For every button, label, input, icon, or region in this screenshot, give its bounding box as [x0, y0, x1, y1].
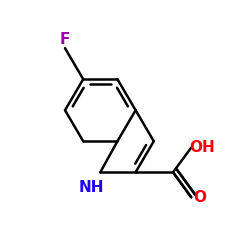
Text: O: O: [193, 190, 206, 205]
Text: F: F: [60, 32, 70, 47]
Text: OH: OH: [189, 140, 215, 155]
Text: NH: NH: [79, 180, 104, 195]
